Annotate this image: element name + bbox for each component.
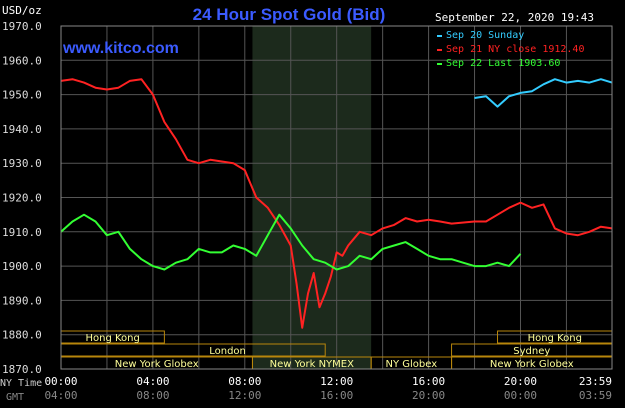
y-tick-label: 1950.0 — [2, 89, 42, 102]
y-tick-label: 1940.0 — [2, 123, 42, 136]
session-label-hong-kong-2: Hong Kong — [528, 333, 582, 344]
legend: Sep 20 Sunday Sep 21 NY close 1912.40 Se… — [437, 30, 584, 69]
x-tick-label-gmt: 12:00 — [228, 389, 261, 402]
y-tick-label: 1930.0 — [2, 157, 42, 170]
series-sep20-sunday — [474, 78, 613, 108]
session-label-ny-globex-2: NY Globex — [386, 359, 438, 370]
session-label-ny-globex-1: New York Globex — [115, 359, 199, 370]
legend-label-sep20: Sep 20 Sunday — [446, 30, 524, 41]
legend-label-sep22: Sep 22 Last 1903.60 — [446, 58, 560, 69]
session-label-ny-globex-3: New York Globex — [490, 359, 574, 370]
y-axis: 1970.0 1960.0 1950.0 1940.0 1930.0 1920.0 1910… — [2, 20, 42, 376]
x-tick-label-gmt: 03:59 — [579, 389, 612, 402]
x-tick-label-ny: 20:00 — [504, 375, 537, 388]
y-tick-label: 1970.0 — [2, 20, 42, 33]
series-sep22-last — [60, 213, 522, 271]
y-tick-label: 1960.0 — [2, 54, 42, 67]
session-label-london: London — [209, 346, 246, 357]
legend-label-sep21: Sep 21 NY close 1912.40 — [446, 44, 584, 55]
watermark: www.kitco.com — [62, 40, 179, 57]
legend-swatch-sep22 — [437, 63, 442, 65]
x-tick-label-gmt: 08:00 — [136, 389, 169, 402]
datetime-stamp: September 22, 2020 19:43 — [435, 11, 594, 24]
plot-frame — [60, 25, 613, 370]
y-tick-label: 1900.0 — [2, 260, 42, 273]
legend-swatch-sep20 — [437, 35, 442, 37]
y-tick-label: 1870.0 — [2, 363, 42, 376]
x-tick-label-gmt: 04:00 — [44, 389, 77, 402]
x-tick-label-ny: 12:00 — [320, 375, 353, 388]
y-tick-label: 1910.0 — [2, 226, 42, 239]
series-sep21-ny-close — [60, 78, 613, 329]
x-tick-label-gmt: 00:00 — [504, 389, 537, 402]
x-tick-label-ny: 16:00 — [412, 375, 445, 388]
x-tick-label-gmt: 16:00 — [320, 389, 353, 402]
y-tick-label: 1880.0 — [2, 329, 42, 342]
session-label-ny-nymex: New York NYMEX — [270, 359, 355, 370]
unit-label: USD/oz — [2, 4, 42, 17]
ny-time-label: NY Time — [0, 378, 42, 389]
x-tick-label-ny: 04:00 — [136, 375, 169, 388]
session-label-sydney: Sydney — [513, 346, 550, 357]
series-layer — [60, 78, 613, 329]
x-tick-label-gmt: 20:00 — [412, 389, 445, 402]
x-tick-label-ny: 08:00 — [228, 375, 261, 388]
gmt-label: GMT — [6, 392, 24, 403]
x-tick-label-ny: 00:00 — [44, 375, 77, 388]
x-tick-label-ny: 23:59 — [579, 375, 612, 388]
chart-title: 24 Hour Spot Gold (Bid) — [193, 5, 386, 24]
y-tick-label: 1890.0 — [2, 294, 42, 307]
session-label-hong-kong-1: Hong Kong — [86, 333, 140, 344]
x-axis: 00:0004:0004:0008:0008:0012:0012:0016:00… — [44, 375, 612, 402]
y-tick-label: 1920.0 — [2, 192, 42, 205]
legend-swatch-sep21 — [437, 49, 442, 51]
